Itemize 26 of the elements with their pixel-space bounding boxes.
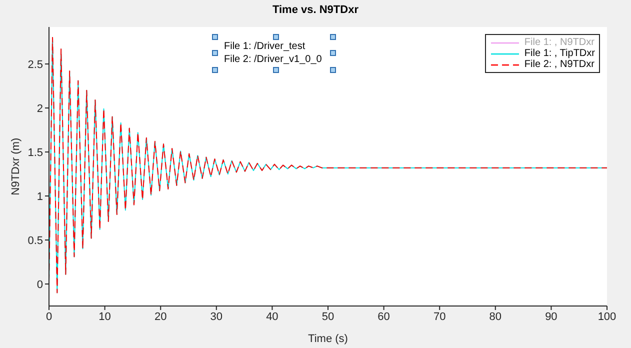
x-tick-label: 80	[489, 310, 502, 323]
line-series	[49, 37, 607, 294]
y-tick-label: 0	[36, 278, 43, 291]
x-tick-label: 20	[154, 310, 167, 323]
x-tick-label: 0	[46, 310, 52, 323]
x-tick-label: 90	[545, 310, 558, 323]
x-tick-label: 50	[322, 310, 334, 323]
legend-label: File 1: , N9TDxr	[524, 37, 594, 48]
y-tick-label: 0.5	[28, 234, 43, 247]
annotation: File 1: /Driver_test	[224, 40, 306, 53]
y-axis-title: N9TDxr (m)	[10, 138, 22, 196]
annotation: File 2: /Driver_v1_0_0	[224, 53, 322, 66]
x-tick-label: 60	[378, 310, 390, 323]
chart-title: Time vs. N9TDxr	[271, 4, 360, 16]
y-tick-label: 1	[36, 190, 43, 203]
y-tick-label: 2	[36, 102, 43, 115]
x-tick-label: 70	[433, 310, 446, 323]
x-tick-label: 10	[98, 310, 111, 323]
x-tick-label: 100	[598, 310, 616, 323]
x-tick-label: 40	[266, 310, 278, 323]
y-tick-label: 1.5	[28, 146, 43, 159]
x-axis-title: Time (s)	[308, 333, 348, 345]
legend-label: File 2: , N9TDxr	[524, 59, 594, 70]
x-tick-label: 30	[210, 310, 223, 323]
legend-label: File 1: , TipTDxr	[524, 48, 595, 59]
y-tick-label: 2.5	[28, 58, 43, 71]
